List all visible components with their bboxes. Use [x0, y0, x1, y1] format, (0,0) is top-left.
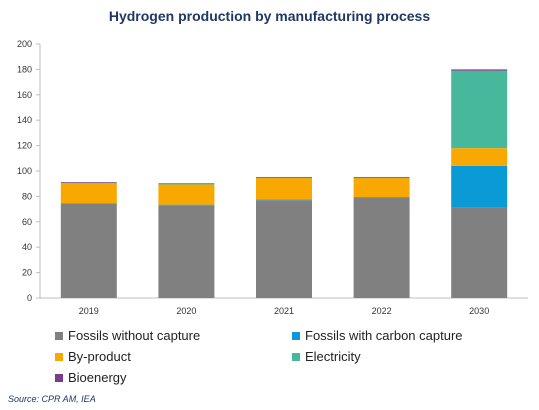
y-tick-label: 140 — [17, 115, 32, 125]
bar-segment-electricity-2030 — [451, 70, 508, 149]
stacked-bar-chart: 0 20 40 60 80 100 120 140 160 180 200 2019 2020 2021 2… — [17, 39, 528, 316]
bar-segment-by-product-2020 — [158, 184, 215, 205]
bar-segment-by-product-2030 — [451, 148, 508, 166]
y-tick-label: 60 — [22, 217, 32, 227]
legend-item-fossils-with-carbon-capture: Fossils with carbon capture — [292, 328, 463, 343]
legend-label: By-product — [68, 349, 131, 364]
bar-segment-electricity-2022 — [353, 177, 410, 179]
bar-segment-fossils-without-capture-2021 — [256, 200, 312, 298]
bar-segment-fossils-with-carbon-capture-2030 — [451, 165, 508, 208]
legend-swatch — [55, 331, 63, 340]
x-tick-label: 2022 — [372, 306, 392, 316]
bar-segment-fossils-with-carbon-capture-2020 — [158, 204, 215, 206]
x-tick-label: 2020 — [176, 306, 196, 316]
y-tick-label: 40 — [22, 242, 32, 252]
legend-swatch — [55, 352, 63, 361]
bar-segment-fossils-with-carbon-capture-2021 — [256, 199, 312, 201]
source-note: Source: CPR AM, IEA — [8, 394, 96, 404]
bar-segment-bioenergy-2019 — [60, 182, 117, 183]
bar-segment-electricity-2020 — [158, 183, 215, 185]
bar-segment-electricity-2021 — [256, 177, 312, 179]
legend-swatch — [55, 373, 63, 382]
x-tick-label: 2021 — [274, 306, 294, 316]
y-tick-label: 180 — [17, 64, 32, 74]
bar-segment-electricity-2019 — [60, 182, 117, 184]
y-tick-label: 120 — [17, 141, 32, 151]
x-tick-label: 2030 — [469, 306, 489, 316]
bar-segment-by-product-2021 — [256, 177, 312, 200]
legend-label: Electricity — [305, 349, 361, 364]
y-tick-label: 0 — [27, 293, 32, 303]
y-tick-label: 100 — [17, 166, 32, 176]
bar-segment-by-product-2022 — [353, 177, 410, 198]
bar-segment-fossils-without-capture-2020 — [158, 205, 215, 298]
bar-segment-bioenergy-2021 — [256, 176, 312, 178]
bar-segment-fossils-without-capture-2030 — [451, 207, 508, 298]
bar-segment-fossils-without-capture-2022 — [353, 197, 410, 298]
y-tick-label: 200 — [17, 39, 32, 49]
legend-label: Bioenergy — [68, 370, 127, 385]
bar-segment-by-product-2019 — [60, 183, 117, 204]
legend-label: Fossils with carbon capture — [305, 328, 463, 343]
y-tick-label: 80 — [22, 191, 32, 201]
bar-segment-bioenergy-2030 — [451, 69, 508, 71]
bar-segment-fossils-with-carbon-capture-2022 — [353, 197, 410, 198]
legend-item-fossils-without-capture: Fossils without capture — [55, 328, 200, 343]
x-tick-label: 2019 — [79, 306, 99, 316]
bar-segment-fossils-without-capture-2019 — [60, 204, 117, 298]
chart-title: Hydrogen production by manufacturing pro… — [108, 8, 431, 24]
bar-segment-bioenergy-2020 — [158, 183, 215, 184]
legend-label: Fossils without capture — [68, 328, 201, 343]
y-tick-label: 20 — [22, 268, 32, 278]
legend-swatch — [292, 352, 300, 361]
bar-segment-fossils-with-carbon-capture-2019 — [60, 203, 117, 205]
legend-item-bioenergy: Bioenergy — [55, 370, 127, 385]
legend-item-electricity: Electricity — [292, 349, 361, 364]
legend-item-by-product: By-product — [55, 349, 131, 364]
legend-swatch — [292, 331, 300, 340]
bar-segment-bioenergy-2022 — [353, 176, 410, 178]
y-tick-label: 160 — [17, 90, 32, 100]
